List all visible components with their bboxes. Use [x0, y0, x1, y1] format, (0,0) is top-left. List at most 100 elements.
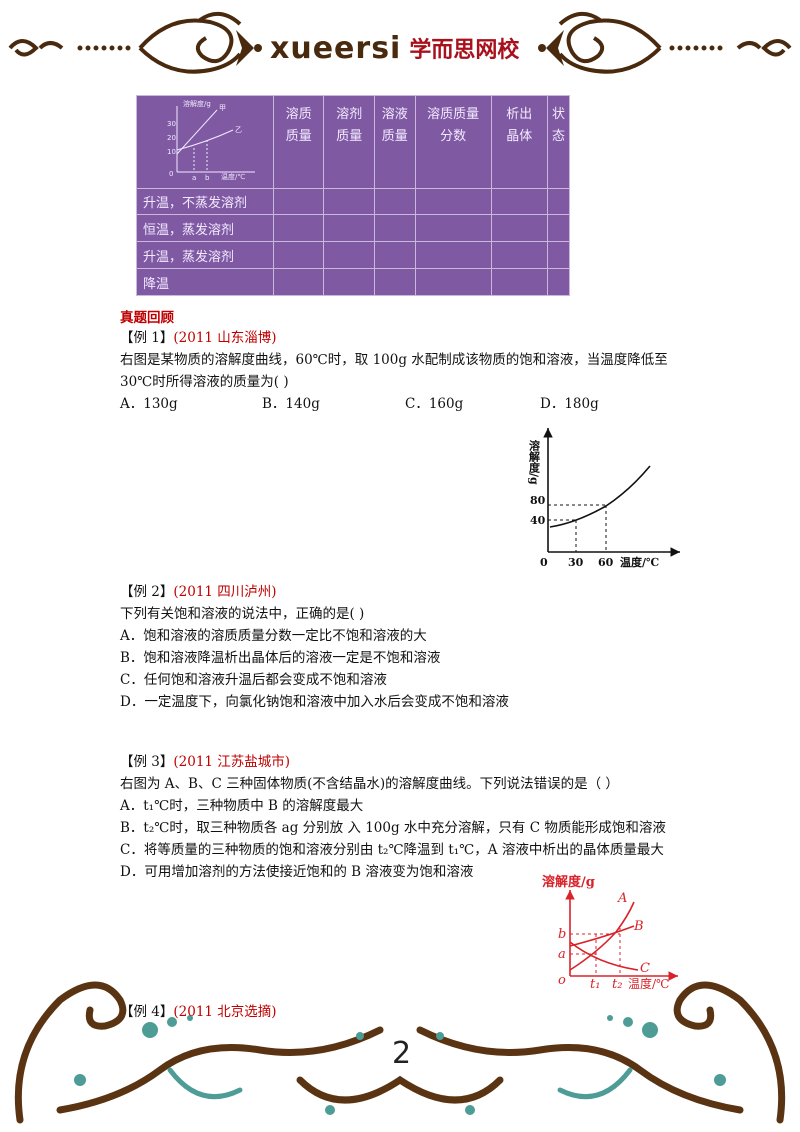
example-1-stem-line2: 30℃时所得溶液的质量为( ): [120, 374, 289, 390]
mini-chart-curve-label: 乙: [235, 126, 242, 134]
mini-chart-ytick: 20: [167, 134, 176, 142]
example-1-solubility-chart: 80 40 0 30 60 温度/℃ 溶解度/g: [528, 428, 680, 569]
table-cell: [490, 214, 548, 242]
table-cell: [546, 188, 571, 215]
chart3-curve-label-b: B: [633, 919, 644, 934]
table-cell: [373, 268, 416, 296]
footer-ornament: [14, 981, 786, 1124]
table-cell: [490, 188, 548, 215]
solution-change-table: 溶解度/g 温度/℃ 30 20 10 0 a b 甲 乙 溶质 质量 溶剂 质…: [136, 95, 571, 296]
example-source: (2011 山东淄博): [173, 330, 277, 346]
option-b: B．t₂℃时，取三种物质各 ag 分别放 入 100g 水中充分溶解，只有 C …: [120, 820, 666, 836]
example-label: 【例 2】: [120, 584, 174, 600]
option-c: C．将等质量的三种物质的饱和溶液分别由 t₂℃降温到 t₁℃，A 溶液中析出的晶…: [120, 842, 664, 858]
option-a: A．130g: [120, 396, 178, 412]
mini-chart-xtick: b: [205, 174, 210, 182]
example-2-heading: 【例 2】(2011 四川泸州): [120, 582, 277, 602]
table-cell: [272, 268, 325, 296]
mini-chart-xlabel: 温度/℃: [221, 172, 245, 181]
option-a: A．t₁℃时，三种物质中 B 的溶解度最大: [120, 798, 364, 814]
table-cell: [490, 241, 548, 269]
table-header-cell: 溶质 质量: [272, 95, 325, 189]
brand-english: xueersi: [270, 30, 402, 66]
table-cell: [323, 241, 375, 269]
table-cell: [373, 214, 416, 242]
mini-solubility-chart: 溶解度/g 温度/℃ 30 20 10 0 a b 甲 乙: [167, 99, 255, 182]
chart1-xtick-30: 30: [568, 556, 584, 569]
table-cell: [323, 188, 375, 215]
example-label: 【例 1】: [120, 330, 174, 346]
chart3-curve-label-a: A: [617, 891, 627, 906]
option-b: B．140g: [262, 396, 320, 412]
table-cell: [546, 241, 571, 269]
mini-chart-curve-label: 甲: [219, 104, 226, 112]
table-cell: [323, 268, 375, 296]
chart3-ytick-o: o: [558, 973, 566, 988]
option-d: D．一定温度下，向氯化钠饱和溶液中加入水后会变成不饱和溶液: [120, 694, 509, 710]
example-source: (2011 四川泸州): [173, 584, 277, 600]
table-row: 升温，蒸发溶剂: [136, 241, 571, 269]
brand-logo: xueersi 学而思网校: [270, 28, 519, 68]
option-c: C．160g: [405, 396, 464, 412]
option-d: D．可用增加溶剂的方法使接近饱和的 B 溶液变为饱和溶液: [120, 864, 474, 880]
mini-chart-ytick: 30: [167, 120, 176, 128]
example-3-stem: 右图为 A、B、C 三种固体物质(不含结晶水)的溶解度曲线。下列说法错误的是（ …: [120, 776, 619, 792]
table-cell: [414, 214, 492, 242]
chart1-ytick-80: 80: [530, 494, 546, 507]
option-b: B．饱和溶液降温析出晶体后的溶液一定是不饱和溶液: [120, 650, 441, 666]
table-header-cell: 溶液 质量: [373, 95, 416, 189]
table-row: 恒温，蒸发溶剂: [136, 214, 571, 242]
chart3-xtick-t2: t₂: [612, 977, 622, 990]
chart1-ytick-40: 40: [530, 514, 546, 527]
chart3-ytick-b: b: [558, 927, 566, 942]
table-cell: [373, 241, 416, 269]
table-mini-chart-cell: 溶解度/g 温度/℃ 30 20 10 0 a b 甲 乙: [136, 95, 274, 189]
option-a: A．饱和溶液的溶质质量分数一定比不饱和溶液的大: [120, 628, 427, 644]
mini-chart-ytick: 10: [167, 148, 176, 156]
table-row-label: 升温，蒸发溶剂: [136, 241, 274, 269]
chart3-ylabel: 溶解度/g: [542, 874, 595, 890]
section-title: 真题回顾: [120, 310, 174, 326]
table-row-label: 升温，不蒸发溶剂: [136, 188, 274, 215]
table-row: 降温: [136, 268, 571, 296]
table-cell: [490, 268, 548, 296]
chart3-xtick-t1: t₁: [590, 977, 600, 990]
chart1-xtick-60: 60: [598, 556, 614, 569]
chart3-xlabel: 温度/℃: [628, 976, 669, 990]
chart1-ylabel: 溶解度/g: [528, 439, 541, 485]
table-cell: [414, 188, 492, 215]
mini-chart-ytick: 0: [169, 170, 173, 178]
table-cell: [272, 214, 325, 242]
table-cell: [323, 214, 375, 242]
example-2-stem: 下列有关饱和溶液的说法中，正确的是( ): [120, 606, 365, 622]
example-4-heading: 【例 4】(2011 北京选摘): [120, 1002, 277, 1022]
option-c: C．任何饱和溶液升温后都会变成不饱和溶液: [120, 672, 387, 688]
table-cell: [414, 241, 492, 269]
example-1-stem-line1: 右图是某物质的溶解度曲线，60℃时，取 100g 水配制成该物质的饱和溶液，当温…: [120, 352, 668, 368]
table-header-cell: 析出 晶体: [490, 95, 548, 189]
table-row-label: 恒温，蒸发溶剂: [136, 214, 274, 242]
brand-chinese: 学而思网校: [409, 38, 520, 63]
option-d: D．180g: [540, 396, 599, 412]
example-label: 【例 3】: [120, 754, 174, 770]
table-header-cell: 溶质质量 分数: [414, 95, 492, 189]
page-header: xueersi 学而思网校: [0, 0, 800, 90]
table-header-cell: 溶剂 质量: [323, 95, 375, 189]
example-source: (2011 江苏盐城市): [173, 754, 291, 770]
table-row-label: 降温: [136, 268, 274, 296]
example-1-heading: 【例 1】(2011 山东淄博): [120, 328, 277, 348]
table-header-cell: 状态: [546, 95, 571, 189]
chart1-ytick-0: 0: [540, 556, 548, 569]
table-cell: [272, 241, 325, 269]
example-3-heading: 【例 3】(2011 江苏盐城市): [120, 752, 290, 772]
table-cell: [272, 188, 325, 215]
chart1-xlabel: 温度/℃: [620, 555, 659, 569]
chart3-ytick-a: a: [558, 947, 566, 962]
example-source: (2011 北京选摘): [173, 1004, 277, 1020]
example-label: 【例 4】: [120, 1004, 174, 1020]
table-cell: [546, 214, 571, 242]
mini-chart-ylabel: 溶解度/g: [183, 99, 211, 108]
table-row: 升温，不蒸发溶剂: [136, 188, 571, 215]
example-3-solubility-chart: 溶解度/g b a o t₁ t₂ 温度/℃ A B C: [542, 874, 678, 990]
mini-chart-xtick: a: [192, 174, 196, 182]
